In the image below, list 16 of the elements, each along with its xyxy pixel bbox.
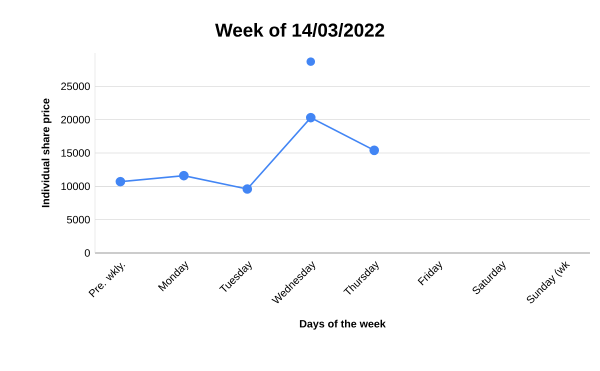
point xyxy=(369,146,380,156)
y-tick-label: 10000 xyxy=(61,182,90,190)
x-axis-title: Days of the week xyxy=(300,320,386,330)
chart-title: Week of 14/03/2022 xyxy=(215,23,384,37)
y-axis-title: Individual share price xyxy=(42,98,52,208)
point xyxy=(116,176,126,186)
point xyxy=(242,184,252,194)
y-tick-label: 20000 xyxy=(61,116,90,124)
x-tick-label: Pre. wkly. xyxy=(88,262,126,298)
y-tick-label: 25000 xyxy=(61,82,90,90)
point xyxy=(179,170,189,180)
y-tick-label: 15000 xyxy=(61,149,90,157)
point xyxy=(306,57,316,66)
y-tick-label: 5000 xyxy=(66,216,90,224)
point xyxy=(306,112,316,122)
y-tick-label: 0 xyxy=(84,249,90,257)
